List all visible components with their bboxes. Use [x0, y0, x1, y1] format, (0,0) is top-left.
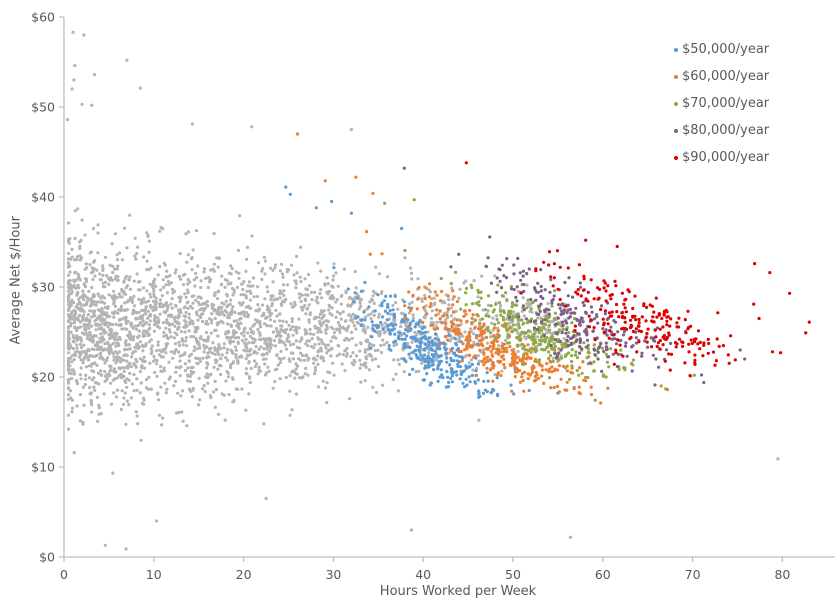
legend-marker-icon — [674, 155, 678, 160]
x-tick-label: 40 — [415, 567, 431, 582]
y-tick-label: $10 — [31, 460, 55, 475]
x-axis-title: Hours Worked per Week — [379, 584, 537, 599]
legend-item-50k: $50,000/year — [674, 36, 769, 63]
x-tick-label: 0 — [60, 567, 68, 582]
legend-marker-icon — [674, 128, 678, 133]
legend-item-80k: $80,000/year — [674, 117, 769, 144]
legend-label: $60,000/year — [682, 68, 770, 84]
data-points — [66, 30, 811, 551]
legend-label: $50,000/year — [682, 41, 770, 57]
x-tick-label: 60 — [595, 567, 611, 582]
y-tick-label: $50 — [31, 100, 55, 115]
x-tick-label: 80 — [774, 567, 790, 582]
x-axis-ticks: 0 10 20 30 40 50 60 70 80 — [60, 557, 790, 582]
y-tick-label: $40 — [31, 190, 55, 205]
legend-marker-icon — [674, 101, 678, 106]
x-tick-label: 70 — [685, 567, 701, 582]
x-tick-label: 30 — [325, 567, 341, 582]
legend-label: $80,000/year — [682, 122, 770, 138]
legend-item-70k: $70,000/year — [674, 90, 769, 117]
legend-item-90k: $90,000/year — [674, 144, 769, 171]
y-tick-label: $60 — [31, 10, 55, 25]
y-tick-label: $30 — [31, 280, 55, 295]
chart-legend: $50,000/year $60,000/year $70,000/year $… — [674, 36, 769, 171]
x-tick-label: 50 — [505, 567, 521, 582]
y-tick-label: $20 — [31, 370, 55, 385]
y-axis-title: Average Net $/Hour — [8, 216, 24, 345]
legend-label: $90,000/year — [682, 149, 770, 165]
y-tick-label: $0 — [39, 550, 55, 565]
legend-marker-icon — [674, 74, 678, 79]
legend-item-60k: $60,000/year — [674, 63, 769, 90]
legend-marker-icon — [674, 47, 678, 52]
y-axis-ticks: $0 $10 $20 $30 $40 $50 $60 — [31, 10, 64, 565]
x-tick-label: 20 — [236, 567, 252, 582]
legend-label: $70,000/year — [682, 95, 770, 111]
x-tick-label: 10 — [146, 567, 162, 582]
